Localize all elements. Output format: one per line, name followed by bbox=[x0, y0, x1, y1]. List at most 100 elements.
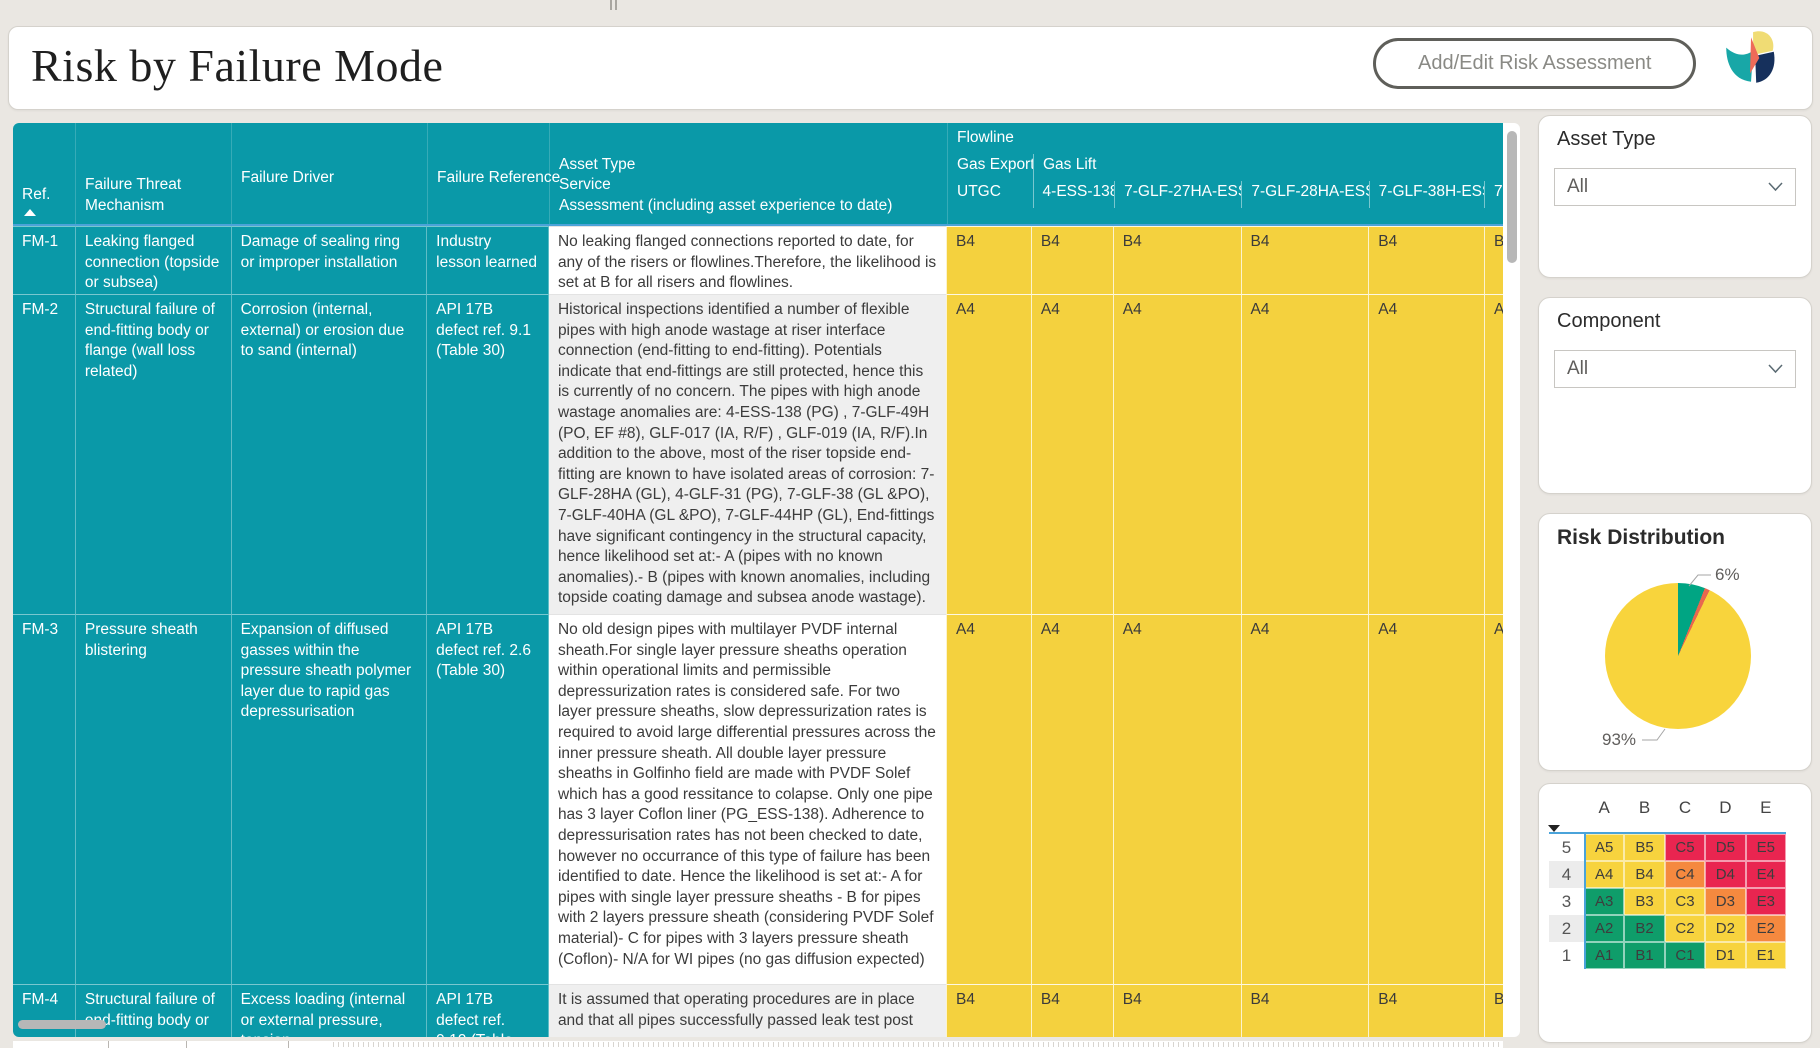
matrix-row-label-2[interactable]: 2 bbox=[1549, 915, 1584, 942]
matrix-cell-e1[interactable]: E1 bbox=[1745, 942, 1786, 969]
cell-reference[interactable]: API 17B defect ref. 2.6 (Table 30) bbox=[427, 614, 549, 984]
matrix-cell-b1[interactable]: B1 bbox=[1624, 942, 1665, 969]
matrix-column-e[interactable]: E bbox=[1760, 798, 1772, 817]
cell-risk-1[interactable]: A4 bbox=[946, 614, 1031, 984]
cell-risk-4[interactable]: B4 bbox=[1240, 226, 1369, 294]
asset-type-dropdown[interactable]: All bbox=[1554, 168, 1796, 206]
matrix-cell-b4[interactable]: B4 bbox=[1624, 861, 1665, 888]
matrix-cell-c1[interactable]: C1 bbox=[1664, 942, 1706, 969]
sort-descending-icon[interactable] bbox=[1548, 825, 1560, 832]
column-header-assessment[interactable]: Asset Type Service Assessment (including a… bbox=[550, 123, 948, 224]
cell-risk-5[interactable]: A4 bbox=[1368, 294, 1485, 614]
matrix-cell-d5[interactable]: D5 bbox=[1705, 834, 1746, 861]
matrix-cell-c4[interactable]: C4 bbox=[1664, 861, 1706, 888]
risk-distribution-pie[interactable] bbox=[1605, 583, 1751, 729]
cell-risk-4[interactable]: A4 bbox=[1240, 614, 1369, 984]
matrix-cell-d1[interactable]: D1 bbox=[1705, 942, 1746, 969]
cell-risk-6[interactable]: B bbox=[1484, 984, 1504, 1037]
cell-risk-3[interactable]: B4 bbox=[1112, 226, 1241, 294]
matrix-cell-c2[interactable]: C2 bbox=[1664, 915, 1706, 942]
matrix-cell-b2[interactable]: B2 bbox=[1624, 915, 1665, 942]
horizontal-scrollbar[interactable] bbox=[18, 1020, 106, 1029]
group-header-gas-export[interactable]: Gas Export bbox=[957, 156, 1033, 173]
cell-ref[interactable]: FM-3 bbox=[13, 614, 76, 984]
column-header-7-glf-28ha-ess[interactable]: 7-GLF-28HA-ESS bbox=[1241, 181, 1369, 208]
matrix-cell-c3[interactable]: C3 bbox=[1664, 888, 1706, 915]
group-header-flowline[interactable]: Flowline bbox=[957, 129, 1014, 146]
column-header-driver[interactable]: Failure Driver bbox=[232, 123, 428, 224]
cell-risk-1[interactable]: B4 bbox=[946, 984, 1031, 1037]
cell-ref[interactable]: FM-4 bbox=[13, 984, 76, 1037]
matrix-cell-a5[interactable]: A5 bbox=[1584, 834, 1625, 861]
matrix-cell-b5[interactable]: B5 bbox=[1624, 834, 1665, 861]
cell-driver[interactable]: Corrosion (internal, external) or erosio… bbox=[231, 294, 428, 614]
cell-reference[interactable]: Industry lesson learned bbox=[427, 226, 549, 294]
cell-risk-4[interactable]: B4 bbox=[1240, 984, 1369, 1037]
matrix-cell-d2[interactable]: D2 bbox=[1705, 915, 1746, 942]
cell-mechanism[interactable]: Structural failure of end-fitting body o… bbox=[75, 984, 232, 1037]
cell-reference[interactable]: API 17B defect ref. 9.10 (Table bbox=[427, 984, 549, 1037]
cell-reference[interactable]: API 17B defect ref. 9.1 (Table 30) bbox=[427, 294, 549, 614]
column-header-4-ess-138[interactable]: 4-ESS-138 bbox=[1032, 181, 1114, 208]
cell-risk-5[interactable]: B4 bbox=[1368, 984, 1485, 1037]
cell-ref[interactable]: FM-2 bbox=[13, 294, 76, 614]
column-header-7-glf-27ha-ess[interactable]: 7-GLF-27HA-ESS bbox=[1114, 181, 1241, 208]
matrix-cell-e4[interactable]: E4 bbox=[1745, 861, 1786, 888]
matrix-cell-b3[interactable]: B3 bbox=[1624, 888, 1665, 915]
matrix-cell-a4[interactable]: A4 bbox=[1584, 861, 1625, 888]
column-header-ref[interactable]: Ref. bbox=[13, 123, 76, 224]
cell-risk-5[interactable]: A4 bbox=[1368, 614, 1485, 984]
matrix-row-label-3[interactable]: 3 bbox=[1561, 891, 1572, 911]
cell-risk-2[interactable]: A4 bbox=[1030, 294, 1113, 614]
matrix-cell-a2[interactable]: A2 bbox=[1584, 915, 1625, 942]
matrix-column-d[interactable]: D bbox=[1719, 798, 1732, 817]
cell-driver[interactable]: Expansion of diffused gasses within the … bbox=[231, 614, 428, 984]
matrix-cell-a1[interactable]: A1 bbox=[1584, 942, 1625, 969]
group-header-gas-lift[interactable]: Gas Lift bbox=[1033, 154, 1503, 181]
cell-assessment[interactable]: It is assumed that operating procedures … bbox=[548, 984, 947, 1037]
cell-risk-3[interactable]: B4 bbox=[1112, 984, 1241, 1037]
cell-risk-2[interactable]: A4 bbox=[1030, 614, 1113, 984]
matrix-row-label-5[interactable]: 5 bbox=[1561, 837, 1572, 857]
cell-risk-2[interactable]: B4 bbox=[1030, 226, 1113, 294]
matrix-row-label-1[interactable]: 1 bbox=[1561, 945, 1572, 965]
cell-risk-1[interactable]: B4 bbox=[946, 226, 1031, 294]
matrix-cell-a3[interactable]: A3 bbox=[1584, 888, 1625, 915]
cell-risk-6[interactable]: A bbox=[1484, 614, 1504, 984]
cell-risk-5[interactable]: B4 bbox=[1368, 226, 1485, 294]
cell-driver[interactable]: Damage of sealing ring or improper insta… bbox=[231, 226, 428, 294]
matrix-column-a[interactable]: A bbox=[1598, 798, 1610, 817]
visual-drag-handle-icon[interactable] bbox=[605, 0, 621, 10]
cell-ref[interactable]: FM-1 bbox=[13, 226, 76, 294]
matrix-cell-d4[interactable]: D4 bbox=[1705, 861, 1746, 888]
cell-driver[interactable]: Excess loading (internal or external pre… bbox=[231, 984, 428, 1037]
matrix-cell-c5[interactable]: C5 bbox=[1664, 834, 1706, 861]
column-header-utgc[interactable]: UTGC bbox=[957, 183, 1001, 200]
cell-risk-3[interactable]: A4 bbox=[1112, 294, 1241, 614]
matrix-cell-d3[interactable]: D3 bbox=[1705, 888, 1746, 915]
column-header-reference[interactable]: Failure Reference bbox=[428, 123, 560, 224]
cell-assessment[interactable]: Historical inspections identified a numb… bbox=[548, 294, 947, 614]
cell-risk-6[interactable]: A bbox=[1484, 294, 1504, 614]
component-dropdown[interactable]: All bbox=[1554, 350, 1796, 388]
column-header-7-glf-38h-ess[interactable]: 7-GLF-38H-ESS bbox=[1368, 181, 1484, 208]
matrix-column-b[interactable]: B bbox=[1638, 798, 1651, 817]
vertical-scrollbar[interactable] bbox=[1507, 131, 1517, 263]
matrix-row-label-4[interactable]: 4 bbox=[1549, 861, 1584, 888]
cell-risk-1[interactable]: A4 bbox=[946, 294, 1031, 614]
matrix-cell-e5[interactable]: E5 bbox=[1745, 834, 1786, 861]
cell-assessment[interactable]: No old design pipes with multilayer PVDF… bbox=[548, 614, 947, 984]
cell-mechanism[interactable]: Pressure sheath blistering bbox=[75, 614, 232, 984]
matrix-column-c[interactable]: C bbox=[1678, 798, 1692, 817]
matrix-cell-e2[interactable]: E2 bbox=[1745, 915, 1786, 942]
add-edit-risk-assessment-button[interactable]: Add/Edit Risk Assessment bbox=[1373, 38, 1697, 89]
cell-risk-4[interactable]: A4 bbox=[1240, 294, 1369, 614]
cell-risk-3[interactable]: A4 bbox=[1112, 614, 1241, 984]
cell-assessment[interactable]: No leaking flanged connections reported … bbox=[548, 226, 947, 294]
column-header-7[interactable]: 7 bbox=[1484, 181, 1503, 208]
cell-mechanism[interactable]: Leaking flanged connection (topside or s… bbox=[75, 226, 232, 294]
matrix-cell-e3[interactable]: E3 bbox=[1745, 888, 1786, 915]
sort-ascending-icon[interactable] bbox=[24, 209, 36, 216]
cell-risk-2[interactable]: B4 bbox=[1030, 984, 1113, 1037]
column-header-mechanism[interactable]: Failure Threat Mechanism bbox=[76, 123, 232, 224]
